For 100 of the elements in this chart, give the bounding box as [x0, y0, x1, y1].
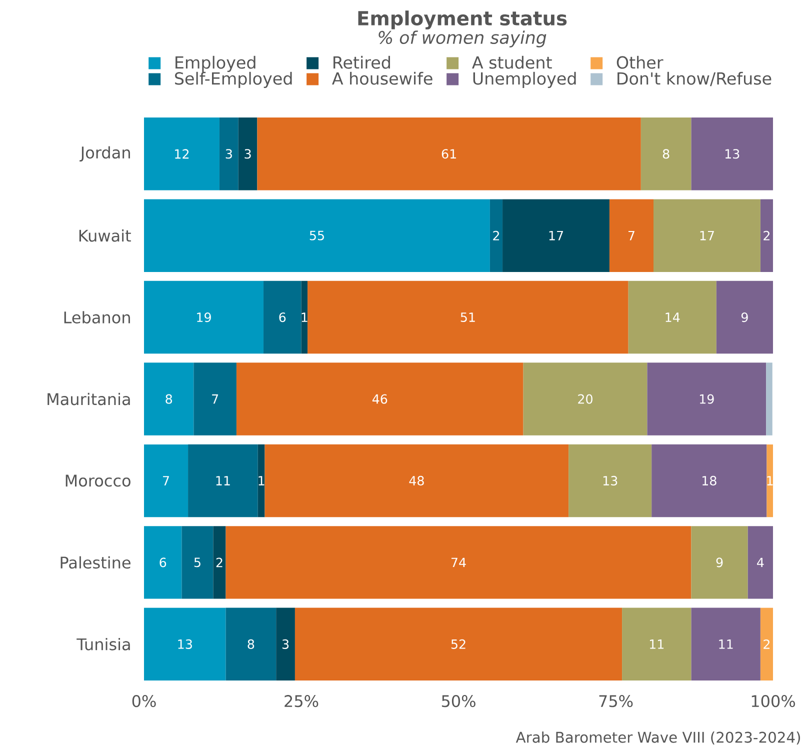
- data-label: 11: [650, 640, 664, 649]
- bar: [226, 526, 692, 599]
- data-label: 20: [578, 394, 592, 404]
- legend-label: Don't know/Refuse: [618, 72, 772, 86]
- bar: [264, 280, 302, 354]
- y-tick-label: Palestine: [60, 556, 130, 569]
- data-label: 7: [163, 476, 169, 486]
- bar: [640, 118, 692, 190]
- data-label: 18: [702, 476, 716, 486]
- data-label: 13: [725, 149, 740, 159]
- bar: [264, 444, 569, 518]
- bar: [766, 444, 774, 518]
- bar: [748, 526, 774, 599]
- bar: [502, 199, 610, 272]
- data-label: 17: [549, 230, 563, 240]
- chart-title: Employment status: [358, 10, 567, 30]
- y-tick-label: Mauritania: [48, 392, 130, 406]
- data-label: 13: [603, 476, 618, 486]
- legend-label: Self-Employed: [175, 72, 292, 88]
- bar: [236, 362, 524, 436]
- data-label: 1: [767, 476, 773, 486]
- x-tick-label: 25%: [284, 695, 318, 708]
- data-label: 7: [628, 230, 634, 240]
- chart-subtitle: % of women saying: [378, 30, 546, 48]
- data-label: 8: [248, 639, 254, 649]
- x-tick-label: 100%: [752, 695, 795, 708]
- y-tick-label: Tunisia: [76, 638, 130, 650]
- bar: [257, 118, 641, 190]
- data-label: 55: [310, 230, 324, 240]
- data-label: 2: [493, 230, 500, 240]
- legend-label: Other: [616, 56, 664, 69]
- bar: [194, 362, 236, 436]
- data-label: 14: [666, 312, 680, 322]
- data-label: 46: [372, 394, 388, 404]
- bar: [182, 526, 214, 599]
- bar: [691, 118, 774, 190]
- data-label: 17: [700, 230, 714, 240]
- bar: [144, 526, 182, 599]
- bar: [294, 608, 622, 681]
- text: Arab Barometer Wave VIII (2023-2024): [516, 731, 800, 745]
- data-label: 4: [757, 558, 764, 568]
- bar: [523, 362, 648, 436]
- x-tick-label: 50%: [442, 695, 476, 708]
- bar: [308, 280, 628, 354]
- bar: [716, 280, 774, 354]
- bar: [760, 608, 774, 681]
- bar: [144, 280, 264, 354]
- bar: [691, 608, 760, 681]
- bar: [628, 280, 716, 354]
- data-label: 13: [178, 639, 192, 649]
- data-label: 2: [216, 558, 222, 568]
- data-label: 8: [166, 394, 172, 404]
- data-label: 51: [460, 312, 475, 322]
- bar: [653, 199, 760, 272]
- bar: [213, 526, 226, 599]
- bar: [622, 608, 692, 681]
- bar: [609, 199, 654, 272]
- data-label: 52: [451, 639, 466, 649]
- data-label: 3: [282, 639, 289, 649]
- bar: [568, 444, 652, 518]
- bar: [219, 118, 238, 190]
- y-tick-label: Jordan: [80, 146, 130, 162]
- data-label: 1: [302, 312, 308, 322]
- bar: [652, 444, 767, 518]
- legend-label: Unemployed: [473, 72, 576, 88]
- data-label: 5: [194, 558, 200, 568]
- data-label: 11: [719, 640, 733, 649]
- y-tick-label: Kuwait: [79, 229, 131, 242]
- bar: [766, 362, 772, 436]
- data-label: 1: [258, 476, 264, 486]
- data-label: 6: [160, 558, 166, 568]
- bar: [276, 608, 295, 681]
- bar: [647, 362, 766, 436]
- bar: [490, 199, 503, 272]
- data-label: 3: [226, 149, 232, 159]
- data-label: 8: [662, 149, 670, 159]
- bar: [144, 362, 194, 436]
- legend-label: A student: [472, 56, 552, 69]
- bar: [238, 118, 258, 190]
- y-tick-label: Morocco: [66, 474, 130, 487]
- data-label: 12: [175, 149, 189, 159]
- data-label: 61: [442, 149, 456, 159]
- data-label: 9: [741, 312, 748, 322]
- data-label: 19: [700, 394, 714, 404]
- bar: [188, 444, 258, 518]
- bar: [144, 199, 490, 272]
- y-tick-label: Lebanon: [64, 311, 130, 324]
- data-label: 11: [216, 476, 230, 486]
- data-label: 7: [212, 394, 218, 404]
- data-label: 2: [764, 639, 770, 649]
- legend-label: Employed: [176, 56, 256, 72]
- x-tick-label: 75%: [599, 695, 633, 708]
- data-label: 3: [244, 149, 251, 159]
- data-label: 48: [409, 476, 424, 486]
- x-tick-label: 0%: [132, 695, 156, 708]
- bar: [144, 608, 226, 681]
- bar: [301, 280, 308, 354]
- data-label: 2: [764, 230, 770, 240]
- bar: [144, 444, 188, 518]
- legend-label: Retired: [334, 56, 390, 69]
